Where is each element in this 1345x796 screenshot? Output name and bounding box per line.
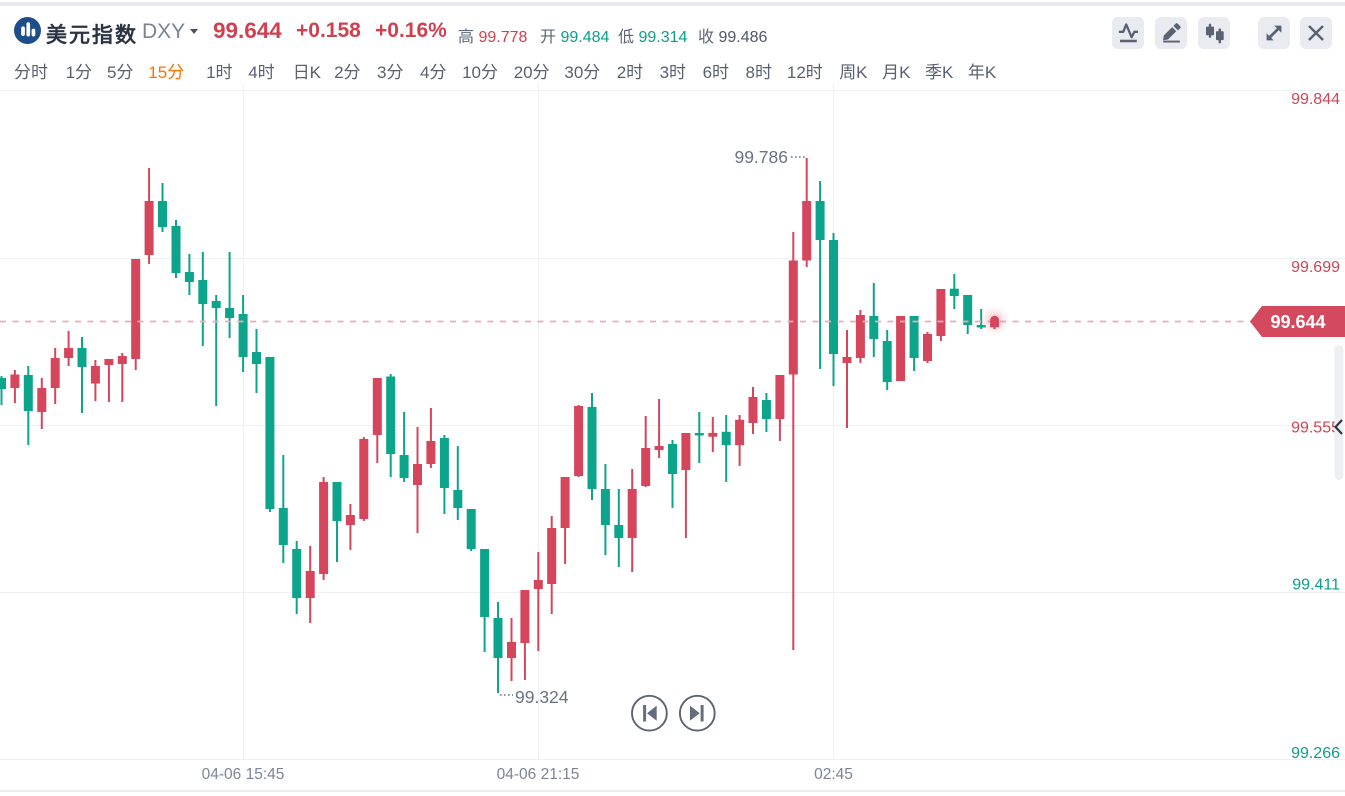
svg-text:04-06 15:45: 04-06 15:45: [202, 766, 285, 783]
svg-text:02:45: 02:45: [814, 766, 853, 783]
svg-text:99.644: 99.644: [1270, 312, 1325, 332]
svg-text:99.786: 99.786: [734, 147, 788, 167]
svg-text:99.411: 99.411: [1292, 577, 1340, 594]
svg-text:99.844: 99.844: [1291, 91, 1340, 108]
svg-text:04-06 21:15: 04-06 21:15: [497, 766, 580, 783]
svg-text:99.324: 99.324: [515, 687, 569, 707]
svg-text:99.699: 99.699: [1291, 259, 1340, 276]
svg-text:99.266: 99.266: [1291, 745, 1340, 762]
svg-text:99.555: 99.555: [1291, 420, 1340, 437]
